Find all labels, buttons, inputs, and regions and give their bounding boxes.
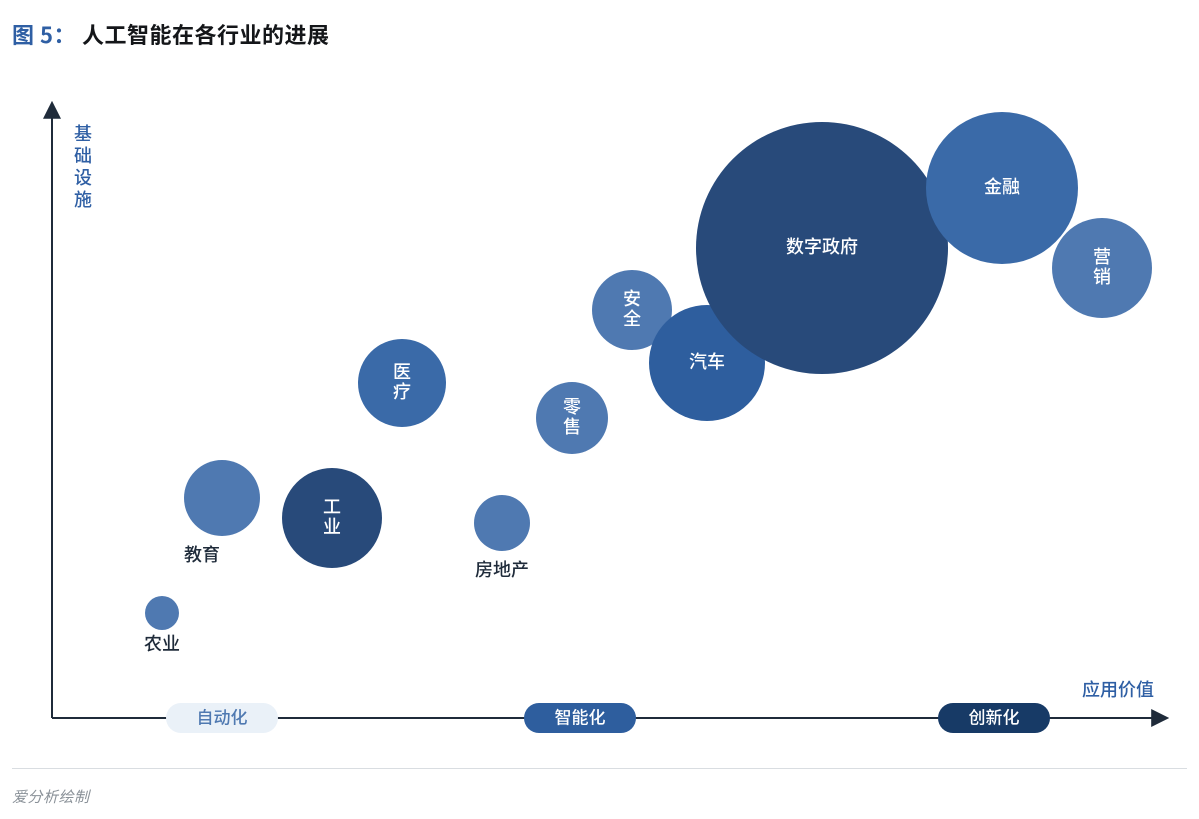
title-prefix: 图 5： <box>12 18 76 50</box>
bubble-label: 工业 <box>323 493 341 539</box>
y-axis-label: 基础设施 <box>74 120 92 212</box>
title-text: 人工智能在各行业的进展 <box>82 18 330 50</box>
chart-svg: 基础设施应用价值自动化 智能化 创新化 农业 教育 工业 医疗房地产 零售 安全汽车 数字政府 金融… <box>12 58 1187 758</box>
axis-pill-label: 自动化 <box>197 704 248 729</box>
bubble-label: 安全 <box>623 285 641 331</box>
bubble-label: 教育 <box>184 541 220 567</box>
bubble-chart: 基础设施应用价值自动化 智能化 创新化 农业 教育 工业 医疗房地产 零售 安全汽车 数字政府 金融… <box>12 58 1187 758</box>
axis-pill-label: 智能化 <box>555 704 606 729</box>
bubble-label: 零售 <box>563 393 581 439</box>
bubble-label: 房地产 <box>475 556 529 582</box>
bubble <box>184 460 260 536</box>
bubble-label: 汽车 <box>689 348 725 374</box>
bubble-label: 医疗 <box>393 358 411 404</box>
bubble <box>145 596 179 630</box>
x-axis-label: 应用价值 <box>1082 676 1154 702</box>
source-note: 爱分析绘制 <box>12 786 90 807</box>
bubble <box>474 495 530 551</box>
bubble-label: 农业 <box>144 630 180 656</box>
page-root: 图 5： 人工智能在各行业的进展 基础设施应用价值自动化 智能化 创新化 农业 教育 工业… <box>0 0 1199 819</box>
bubble-label: 营销 <box>1093 243 1111 289</box>
chart-title: 图 5： 人工智能在各行业的进展 <box>12 18 1187 50</box>
bubble-label: 数字政府 <box>786 233 858 259</box>
axis-pill-label: 创新化 <box>969 704 1020 729</box>
bubble-label: 金融 <box>984 173 1020 199</box>
section-divider <box>12 768 1187 769</box>
